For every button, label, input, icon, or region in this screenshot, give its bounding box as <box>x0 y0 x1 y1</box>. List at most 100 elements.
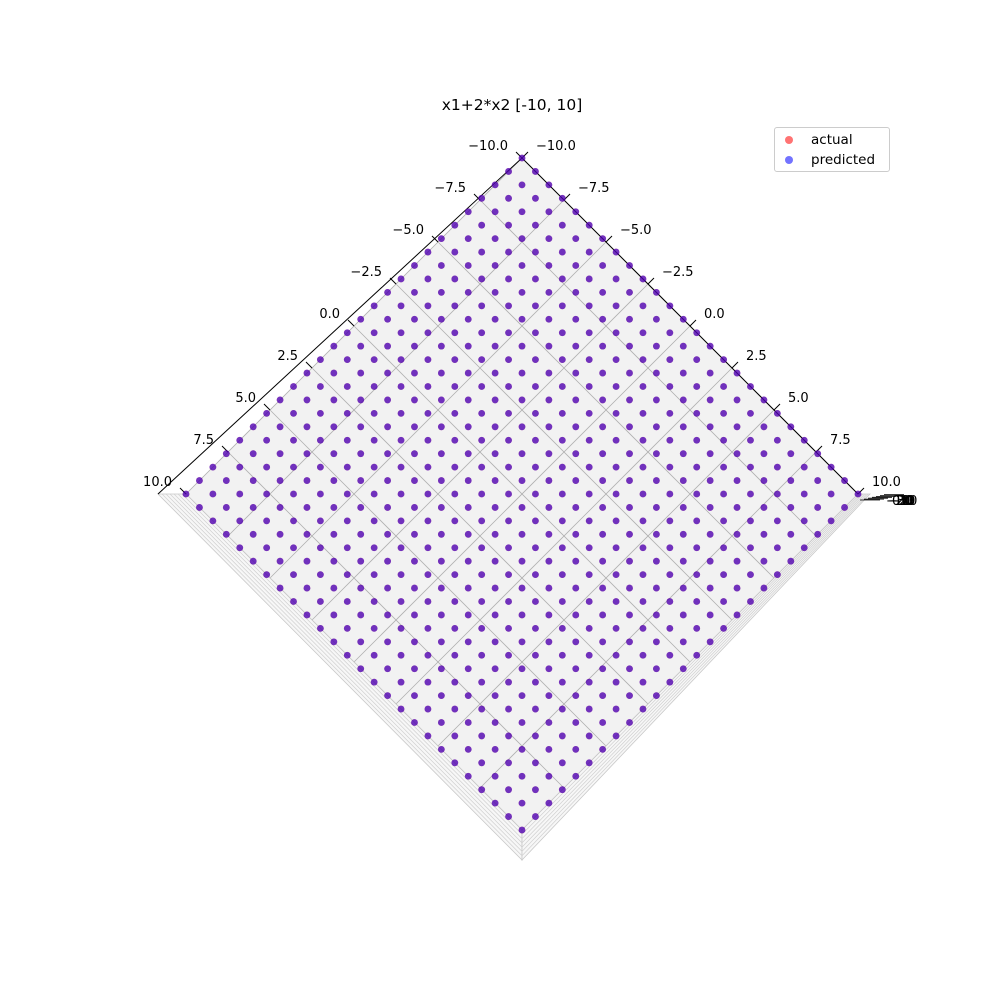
point-predicted <box>720 436 727 444</box>
point-predicted <box>437 692 445 699</box>
point-predicted <box>518 477 526 484</box>
x1-tick <box>431 235 439 243</box>
point-predicted <box>384 396 391 404</box>
point-predicted <box>424 544 432 552</box>
point-predicted <box>384 477 391 484</box>
point-predicted <box>532 168 539 175</box>
point-predicted <box>343 436 351 444</box>
legend-entry-actual: actual <box>785 131 853 149</box>
point-predicted <box>249 530 257 538</box>
legend-label-actual: actual <box>811 132 853 148</box>
point-predicted <box>666 678 674 686</box>
point-predicted <box>626 611 633 619</box>
point-predicted <box>424 732 432 740</box>
point-predicted <box>572 530 580 538</box>
point-predicted <box>411 369 418 377</box>
point-predicted <box>545 557 553 565</box>
point-predicted <box>236 490 244 498</box>
point-predicted <box>317 356 324 363</box>
point-predicted <box>787 530 795 538</box>
point-predicted <box>773 544 781 552</box>
x1-tick-label: −10.0 <box>468 139 508 154</box>
point-predicted <box>451 356 459 363</box>
point-predicted <box>317 598 324 605</box>
point-predicted <box>800 544 808 552</box>
point-predicted <box>196 477 203 484</box>
point-predicted <box>653 530 660 538</box>
point-predicted <box>747 436 754 444</box>
point-predicted <box>491 369 499 377</box>
point-predicted <box>599 692 607 699</box>
point-predicted <box>505 732 512 740</box>
wall-stripe <box>165 493 867 852</box>
point-predicted <box>532 732 539 740</box>
point-predicted <box>357 342 365 350</box>
point-predicted <box>572 342 580 350</box>
point-predicted <box>666 302 674 310</box>
point-predicted <box>599 504 607 511</box>
point-predicted <box>249 504 257 511</box>
point-predicted <box>841 504 848 511</box>
point-predicted <box>733 369 741 377</box>
point-predicted <box>572 665 580 673</box>
point-predicted <box>491 208 499 216</box>
point-predicted <box>437 315 445 323</box>
point-predicted <box>679 530 687 538</box>
point-predicted <box>679 584 687 592</box>
point-predicted <box>464 369 472 377</box>
point-predicted <box>330 477 338 484</box>
point-predicted <box>532 786 539 794</box>
point-predicted <box>706 557 714 565</box>
point-predicted <box>317 490 324 498</box>
point-predicted <box>612 544 620 552</box>
point-predicted <box>854 490 862 498</box>
point-predicted <box>505 194 512 202</box>
point-predicted <box>411 719 418 726</box>
legend-marker-predicted <box>785 156 793 164</box>
point-predicted <box>222 450 230 458</box>
point-predicted <box>384 369 391 377</box>
point-predicted <box>532 517 539 525</box>
point-predicted <box>599 530 607 538</box>
point-predicted <box>478 759 486 767</box>
point-predicted <box>599 396 607 404</box>
point-predicted <box>491 530 499 538</box>
x2-tick-label: 0.0 <box>704 307 725 322</box>
point-predicted <box>424 705 432 713</box>
point-predicted <box>800 490 808 498</box>
point-predicted <box>478 436 486 444</box>
z-tick-label: 10 <box>894 494 911 509</box>
point-predicted <box>787 504 795 511</box>
point-predicted <box>518 611 526 619</box>
point-predicted <box>518 208 526 216</box>
point-predicted <box>679 477 687 484</box>
point-predicted <box>424 275 432 283</box>
point-predicted <box>451 517 459 525</box>
gridline-x2 <box>353 325 691 663</box>
point-predicted <box>505 409 512 417</box>
point-predicted <box>626 342 633 350</box>
gridline-x2 <box>395 367 733 705</box>
point-predicted <box>397 705 405 713</box>
point-predicted <box>330 638 338 646</box>
point-predicted <box>424 329 432 337</box>
point-predicted <box>451 383 459 390</box>
point-predicted <box>639 625 647 632</box>
point-predicted <box>612 678 620 686</box>
point-predicted <box>343 329 351 337</box>
point-predicted <box>639 329 647 337</box>
point-predicted <box>679 611 687 619</box>
point-predicted <box>706 584 714 592</box>
point-predicted <box>290 544 297 552</box>
point-predicted <box>787 557 795 565</box>
x1-tick <box>305 361 313 369</box>
x2-tick-label: −5.0 <box>620 223 652 238</box>
point-predicted <box>545 772 553 780</box>
point-predicted <box>841 477 848 484</box>
point-predicted <box>276 423 284 431</box>
point-predicted <box>290 463 297 471</box>
point-predicted <box>437 289 445 296</box>
point-predicted <box>773 517 781 525</box>
point-predicted <box>558 302 566 310</box>
point-predicted <box>532 598 539 605</box>
